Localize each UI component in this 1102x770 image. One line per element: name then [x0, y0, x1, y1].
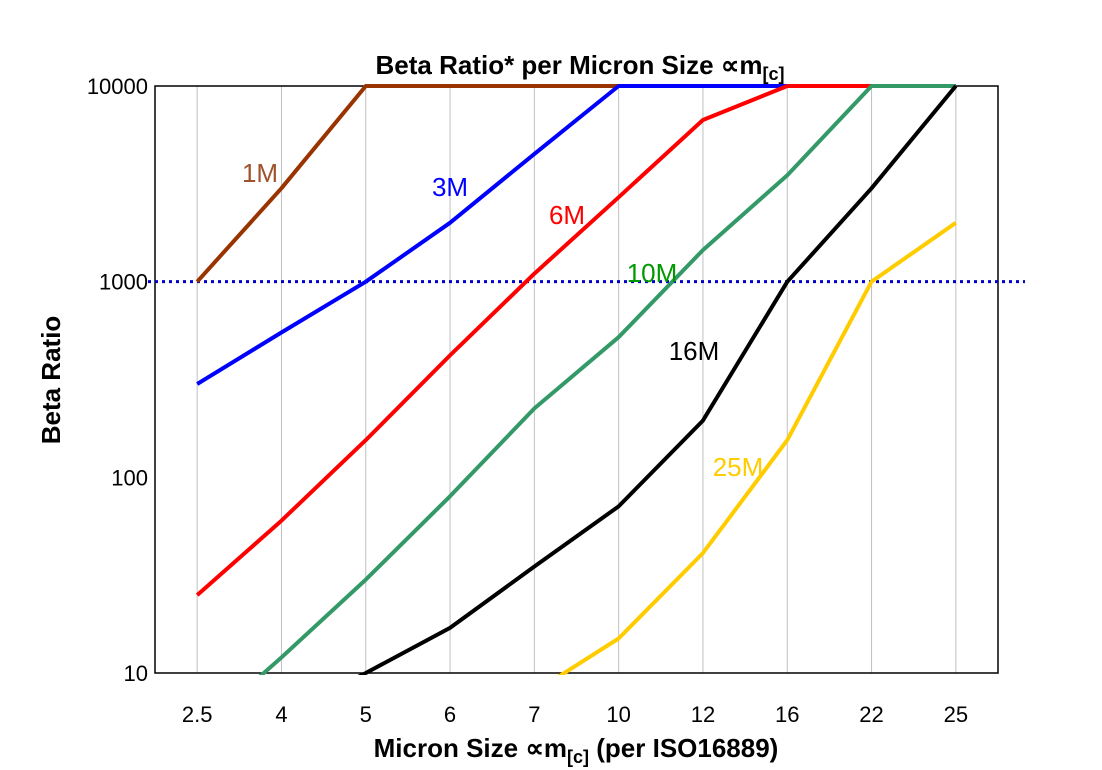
series-line-25M: [557, 221, 957, 675]
series-label-6M: 6M: [549, 200, 585, 230]
y-axis-title: Beta Ratio: [36, 316, 66, 445]
series-label-1M: 1M: [242, 158, 278, 188]
y-tick-label: 10000: [87, 74, 148, 99]
x-tick-label: 16: [775, 702, 799, 727]
x-axis-title: Micron Size ∝m[c] (per ISO16889): [374, 733, 779, 767]
series-line-16M: [357, 84, 958, 675]
series-label-3M: 3M: [432, 172, 468, 202]
y-tick-label: 1000: [99, 270, 148, 295]
x-tick-label: 25: [944, 702, 968, 727]
x-tick-label: 6: [444, 702, 456, 727]
x-tick-labels: 2.5 4 5 6 7 10 12 16 22 25: [182, 702, 968, 727]
series-labels: 1M 3M 6M 10M 16M 25M: [242, 158, 763, 482]
series-line-6M: [195, 84, 956, 597]
x-tick-label: 22: [859, 702, 883, 727]
y-tick-label: 10: [124, 661, 148, 686]
x-tick-label: 5: [360, 702, 372, 727]
series-label-16M: 16M: [669, 336, 720, 366]
series-line-10M: [258, 84, 956, 675]
x-tick-label: 12: [691, 702, 715, 727]
series-lines: [195, 84, 958, 675]
y-tick-labels: 10 100 1000 10000: [87, 74, 148, 686]
gridlines: [196, 86, 957, 673]
series-label-10M: 10M: [627, 258, 678, 288]
x-tick-label: 7: [528, 702, 540, 727]
series-label-25M: 25M: [713, 452, 764, 482]
chart-title: Beta Ratio* per Micron Size ∝m[c]: [376, 50, 785, 84]
y-tick-label: 100: [111, 465, 148, 490]
x-tick-label: 10: [606, 702, 630, 727]
x-tick-label: 2.5: [182, 702, 213, 727]
x-tick-label: 4: [275, 702, 287, 727]
